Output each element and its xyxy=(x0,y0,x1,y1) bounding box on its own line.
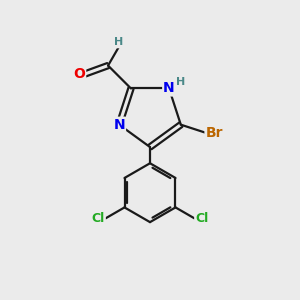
Text: O: O xyxy=(73,67,85,81)
Text: N: N xyxy=(163,82,175,95)
Text: N: N xyxy=(113,118,125,132)
Text: Cl: Cl xyxy=(92,212,105,225)
Text: H: H xyxy=(114,38,123,47)
Text: Br: Br xyxy=(206,126,223,140)
Text: Cl: Cl xyxy=(195,212,208,225)
Text: H: H xyxy=(176,77,185,87)
